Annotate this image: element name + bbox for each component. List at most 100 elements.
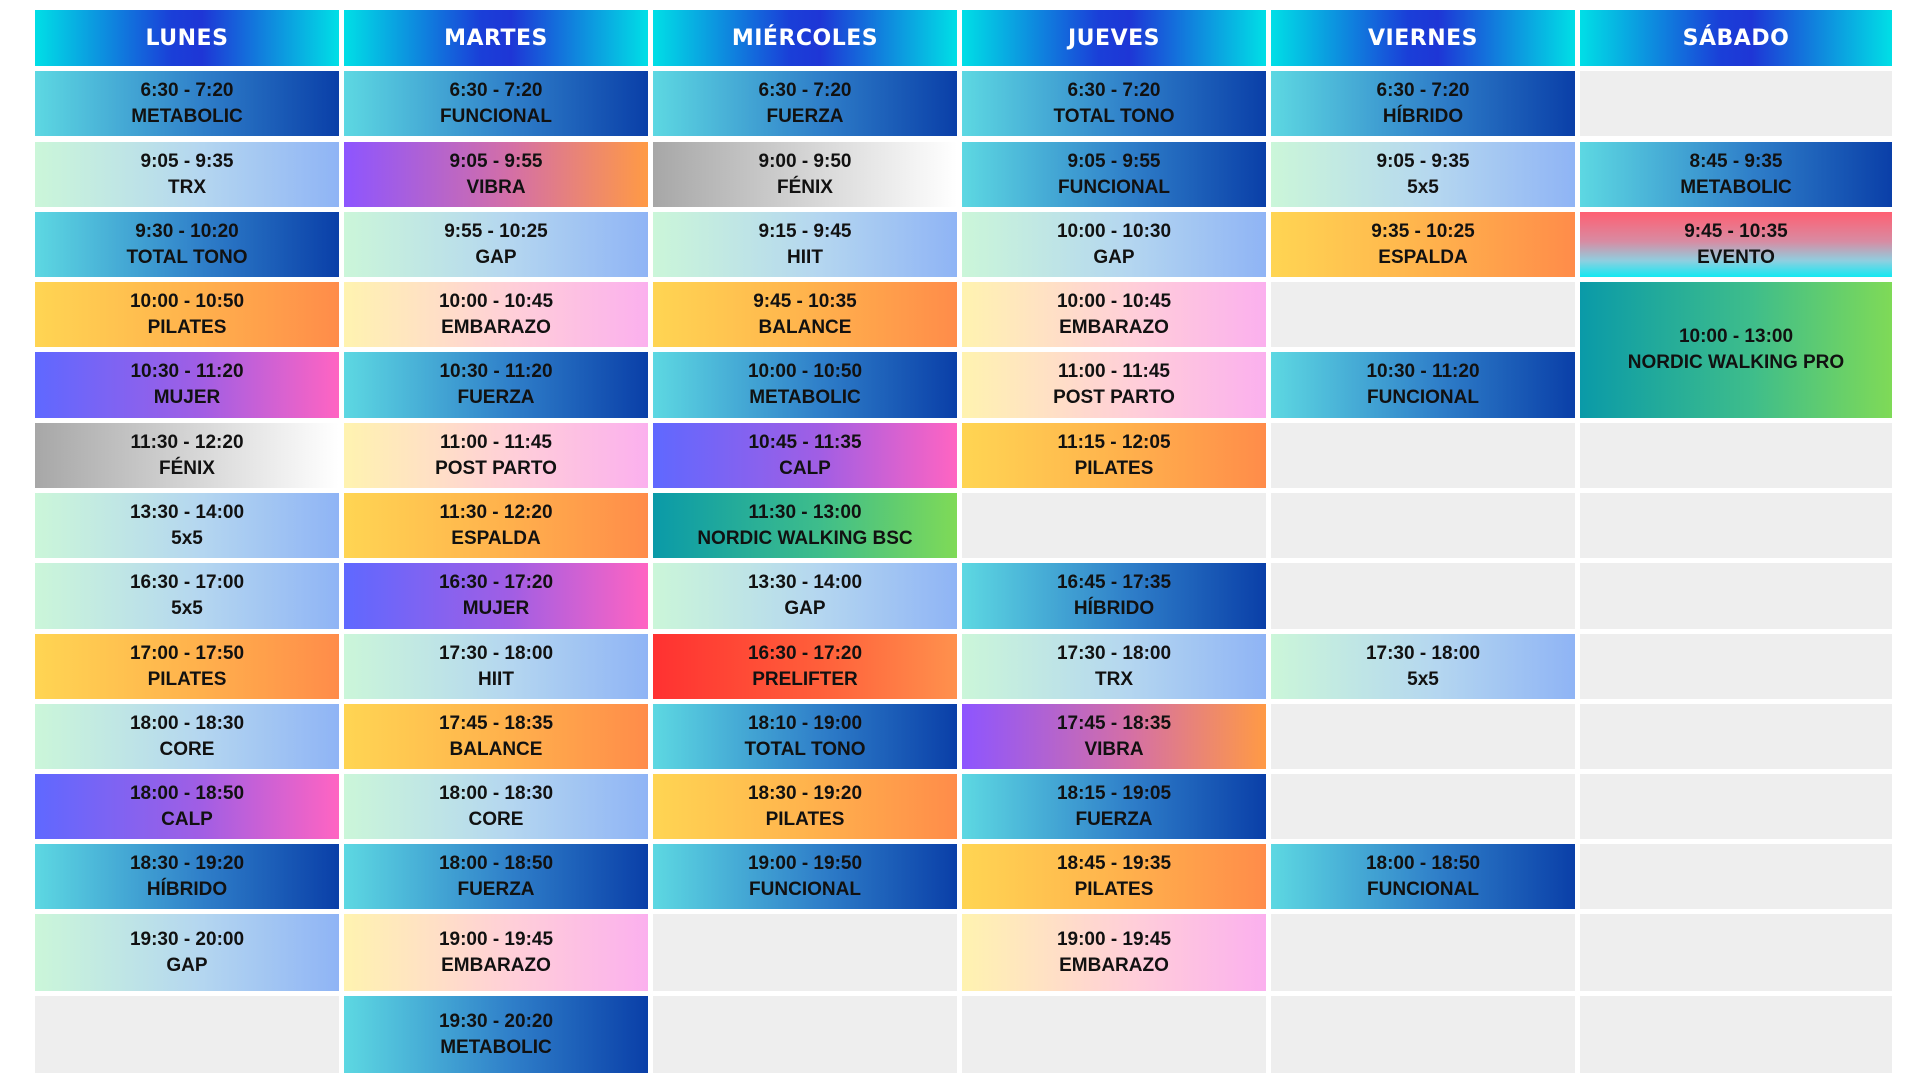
class-name: FUERZA	[766, 105, 844, 127]
class-slot[interactable]: 17:00 - 17:50 PILATES	[35, 634, 339, 699]
class-name: ESPALDA	[451, 527, 541, 549]
class-slot[interactable]: 16:30 - 17:00 5x5	[35, 563, 339, 629]
class-name: GAP	[1093, 246, 1135, 268]
class-slot[interactable]: 18:45 - 19:35 PILATES	[962, 844, 1266, 909]
class-name: TRX	[1095, 668, 1133, 690]
class-slot[interactable]: 6:30 - 7:20 HÍBRIDO	[1271, 71, 1575, 136]
class-name: 5x5	[1407, 668, 1439, 690]
class-slot[interactable]: 9:05 - 9:35 TRX	[35, 142, 339, 207]
class-slot[interactable]: 18:10 - 19:00 TOTAL TONO	[653, 704, 957, 769]
class-slot[interactable]: 19:00 - 19:45 EMBARAZO	[344, 914, 648, 991]
class-time: 17:30 - 18:00	[438, 642, 554, 664]
class-name: BALANCE	[449, 738, 543, 760]
class-slot[interactable]: 6:30 - 7:20 FUNCIONAL	[344, 71, 648, 136]
class-slot[interactable]: 9:00 - 9:50 FÉNIX	[653, 142, 957, 207]
class-slot[interactable]: 17:30 - 18:00 5x5	[1271, 634, 1575, 699]
class-time: 18:00 - 18:30	[438, 782, 554, 804]
class-slot[interactable]: 18:15 - 19:05 FUERZA	[962, 774, 1266, 839]
class-time: 10:30 - 11:20	[1366, 361, 1480, 382]
class-slot[interactable]: 10:00 - 10:45 EMBARAZO	[962, 282, 1266, 347]
class-slot[interactable]: 18:00 - 18:30 CORE	[35, 704, 339, 769]
class-slot[interactable]: 19:30 - 20:00 GAP	[35, 914, 339, 991]
empty-slot	[35, 996, 339, 1073]
class-slot[interactable]: 9:45 - 10:35 BALANCE	[653, 282, 957, 347]
class-slot[interactable]: 18:00 - 18:30 CORE	[344, 774, 648, 839]
day-header-miercoles: MIÉRCOLES	[653, 10, 957, 66]
class-slot[interactable]: 6:30 - 7:20 METABOLIC	[35, 71, 339, 136]
class-slot[interactable]: 10:00 - 10:30 GAP	[962, 212, 1266, 277]
class-slot[interactable]: 17:45 - 18:35 BALANCE	[344, 704, 648, 769]
class-time: 9:15 - 9:45	[758, 220, 852, 242]
class-slot[interactable]: 17:30 - 18:00 HIIT	[344, 634, 648, 699]
class-time: 9:05 - 9:35	[140, 150, 234, 172]
class-slot[interactable]: 16:30 - 17:20 PRELIFTER	[653, 634, 957, 699]
class-time: 17:45 - 18:35	[1056, 712, 1172, 734]
empty-slot	[1271, 423, 1575, 488]
class-slot[interactable]: 18:00 - 18:50 FUNCIONAL	[1271, 844, 1575, 909]
class-slot[interactable]: 18:00 - 18:50 CALP	[35, 774, 339, 839]
class-slot[interactable]: 10:30 - 11:20 MUJER	[35, 352, 339, 418]
class-name: POST PARTO	[1053, 387, 1175, 408]
class-slot[interactable]: 13:30 - 14:00 GAP	[653, 563, 957, 629]
empty-slot	[1580, 71, 1892, 136]
class-time: 16:30 - 17:20	[747, 642, 863, 664]
class-slot[interactable]: 6:30 - 7:20 TOTAL TONO	[962, 71, 1266, 136]
class-name: GAP	[475, 246, 517, 268]
class-time: 10:45 - 11:35	[748, 431, 862, 453]
class-slot[interactable]: 10:00 - 10:45 EMBARAZO	[344, 282, 648, 347]
class-slot[interactable]: 11:30 - 12:20 ESPALDA	[344, 493, 648, 558]
class-name: METABOLIC	[440, 1036, 552, 1058]
class-slot[interactable]: 10:30 - 11:20 FUNCIONAL	[1271, 352, 1575, 418]
class-name: METABOLIC	[1680, 176, 1792, 198]
class-time: 19:30 - 20:00	[129, 928, 245, 950]
class-slot[interactable]: 10:00 - 13:00 NORDIC WALKING PRO	[1580, 282, 1892, 418]
class-time: 10:00 - 10:50	[747, 361, 863, 382]
class-slot[interactable]: 16:45 - 17:35 HÍBRIDO	[962, 563, 1266, 629]
class-slot[interactable]: 18:30 - 19:20 HÍBRIDO	[35, 844, 339, 909]
empty-slot	[653, 914, 957, 991]
class-slot[interactable]: 19:00 - 19:50 FUNCIONAL	[653, 844, 957, 909]
class-slot[interactable]: 11:30 - 13:00 NORDIC WALKING BSC	[653, 493, 957, 558]
class-time: 17:30 - 18:00	[1056, 642, 1172, 664]
class-slot[interactable]: 16:30 - 17:20 MUJER	[344, 563, 648, 629]
class-slot[interactable]: 9:35 - 10:25 ESPALDA	[1271, 212, 1575, 277]
class-time: 18:10 - 19:00	[747, 712, 863, 734]
class-slot[interactable]: 9:05 - 9:35 5x5	[1271, 142, 1575, 207]
class-slot[interactable]: 10:45 - 11:35 CALP	[653, 423, 957, 488]
class-slot[interactable]: 10:00 - 10:50 PILATES	[35, 282, 339, 347]
class-time: 10:00 - 13:00	[1678, 326, 1794, 347]
class-name: EMBARAZO	[441, 316, 551, 338]
class-slot[interactable]: 11:00 - 11:45 POST PARTO	[962, 352, 1266, 418]
class-slot[interactable]: 9:15 - 9:45 HIIT	[653, 212, 957, 277]
class-slot[interactable]: 9:05 - 9:55 FUNCIONAL	[962, 142, 1266, 207]
class-slot[interactable]: 17:30 - 18:00 TRX	[962, 634, 1266, 699]
class-slot[interactable]: 11:15 - 12:05 PILATES	[962, 423, 1266, 488]
class-slot[interactable]: 11:00 - 11:45 POST PARTO	[344, 423, 648, 488]
class-slot[interactable]: 17:45 - 18:35 VIBRA	[962, 704, 1266, 769]
class-slot[interactable]: 18:30 - 19:20 PILATES	[653, 774, 957, 839]
class-slot[interactable]: 10:00 - 10:50 METABOLIC	[653, 352, 957, 418]
class-slot[interactable]: 19:00 - 19:45 EMBARAZO	[962, 914, 1266, 991]
class-slot[interactable]: 10:30 - 11:20 FUERZA	[344, 352, 648, 418]
empty-slot	[1580, 493, 1892, 558]
class-slot[interactable]: 6:30 - 7:20 FUERZA	[653, 71, 957, 136]
class-slot[interactable]: 19:30 - 20:20 METABOLIC	[344, 996, 648, 1073]
class-name: 5x5	[1407, 176, 1439, 198]
class-time: 9:05 - 9:55	[1067, 150, 1161, 172]
class-name: NORDIC WALKING PRO	[1627, 352, 1845, 373]
class-time: 10:00 - 10:30	[1056, 220, 1172, 242]
class-name: FUERZA	[457, 878, 535, 900]
class-name: FUNCIONAL	[1367, 387, 1479, 408]
class-slot[interactable]: 8:45 - 9:35 METABOLIC	[1580, 142, 1892, 207]
class-slot[interactable]: 18:00 - 18:50 FUERZA	[344, 844, 648, 909]
class-time: 6:30 - 7:20	[140, 79, 234, 101]
class-slot[interactable]: 13:30 - 14:00 5x5	[35, 493, 339, 558]
class-slot[interactable]: 9:55 - 10:25 GAP	[344, 212, 648, 277]
class-slot[interactable]: 9:05 - 9:55 VIBRA	[344, 142, 648, 207]
class-name: HÍBRIDO	[146, 878, 228, 900]
class-slot[interactable]: 9:30 - 10:20 TOTAL TONO	[35, 212, 339, 277]
class-name: PILATES	[1074, 878, 1154, 900]
class-slot[interactable]: 11:30 - 12:20 FÉNIX	[35, 423, 339, 488]
class-slot[interactable]: 9:45 - 10:35 EVENTO	[1580, 212, 1892, 277]
day-header-viernes: VIERNES	[1271, 10, 1575, 66]
